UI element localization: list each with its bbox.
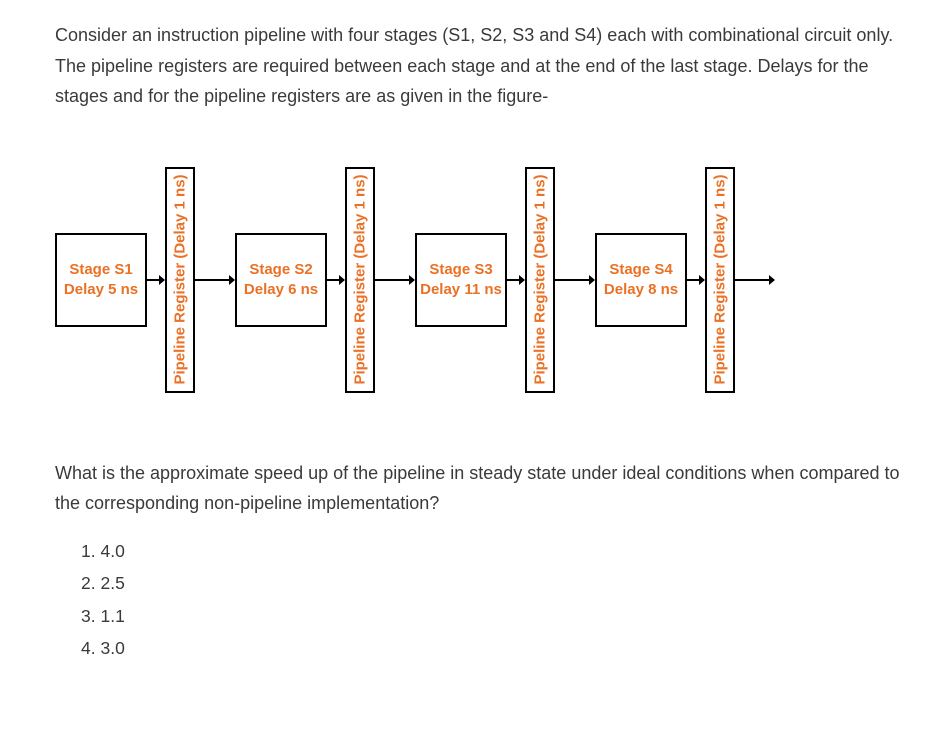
stage-s4-name: Stage S4 [609, 260, 672, 280]
pipeline-register-2-label: Pipeline Register (Delay 1 ns) [352, 175, 369, 385]
stage-s1-name: Stage S1 [69, 260, 132, 280]
arrow-icon [195, 270, 235, 290]
option-2[interactable]: 2. 2.5 [81, 567, 902, 599]
option-4[interactable]: 4. 3.0 [81, 632, 902, 664]
stage-s1-delay: Delay 5 ns [64, 280, 138, 300]
pipeline-diagram: Stage S1 Delay 5 ns Pipeline Register (D… [55, 167, 902, 393]
pipeline-register-1: Pipeline Register (Delay 1 ns) [165, 167, 195, 393]
pipeline-register-2: Pipeline Register (Delay 1 ns) [345, 167, 375, 393]
option-4-val: 3.0 [100, 638, 124, 658]
stage-s3-box: Stage S3 Delay 11 ns [415, 233, 507, 327]
pipeline-register-3-label: Pipeline Register (Delay 1 ns) [532, 175, 549, 385]
option-1-num: 1. [81, 541, 96, 561]
option-1[interactable]: 1. 4.0 [81, 535, 902, 567]
pipeline-register-4-label: Pipeline Register (Delay 1 ns) [712, 175, 729, 385]
pipeline-register-1-label: Pipeline Register (Delay 1 ns) [172, 175, 189, 385]
option-4-num: 4. [81, 638, 96, 658]
option-3-val: 1.1 [100, 606, 124, 626]
arrow-icon [687, 270, 705, 290]
option-2-num: 2. [81, 573, 96, 593]
option-3-num: 3. [81, 606, 96, 626]
stage-s2-delay: Delay 6 ns [244, 280, 318, 300]
arrow-icon [555, 270, 595, 290]
option-2-val: 2.5 [100, 573, 124, 593]
stage-s4-box: Stage S4 Delay 8 ns [595, 233, 687, 327]
arrow-icon [327, 270, 345, 290]
option-1-val: 4.0 [100, 541, 124, 561]
arrow-icon [507, 270, 525, 290]
option-3[interactable]: 3. 1.1 [81, 600, 902, 632]
stage-s2-name: Stage S2 [249, 260, 312, 280]
pipeline-register-4: Pipeline Register (Delay 1 ns) [705, 167, 735, 393]
arrow-icon [735, 270, 775, 290]
stage-s3-name: Stage S3 [429, 260, 492, 280]
question-intro: Consider an instruction pipeline with fo… [55, 20, 902, 112]
stage-s3-delay: Delay 11 ns [420, 280, 502, 300]
pipeline-register-3: Pipeline Register (Delay 1 ns) [525, 167, 555, 393]
stage-s2-box: Stage S2 Delay 6 ns [235, 233, 327, 327]
answer-options: 1. 4.0 2. 2.5 3. 1.1 4. 3.0 [55, 535, 902, 665]
arrow-icon [375, 270, 415, 290]
question-followup: What is the approximate speed up of the … [55, 458, 902, 519]
arrow-icon [147, 270, 165, 290]
page: Consider an instruction pipeline with fo… [0, 0, 942, 742]
stage-s4-delay: Delay 8 ns [604, 280, 678, 300]
stage-s1-box: Stage S1 Delay 5 ns [55, 233, 147, 327]
